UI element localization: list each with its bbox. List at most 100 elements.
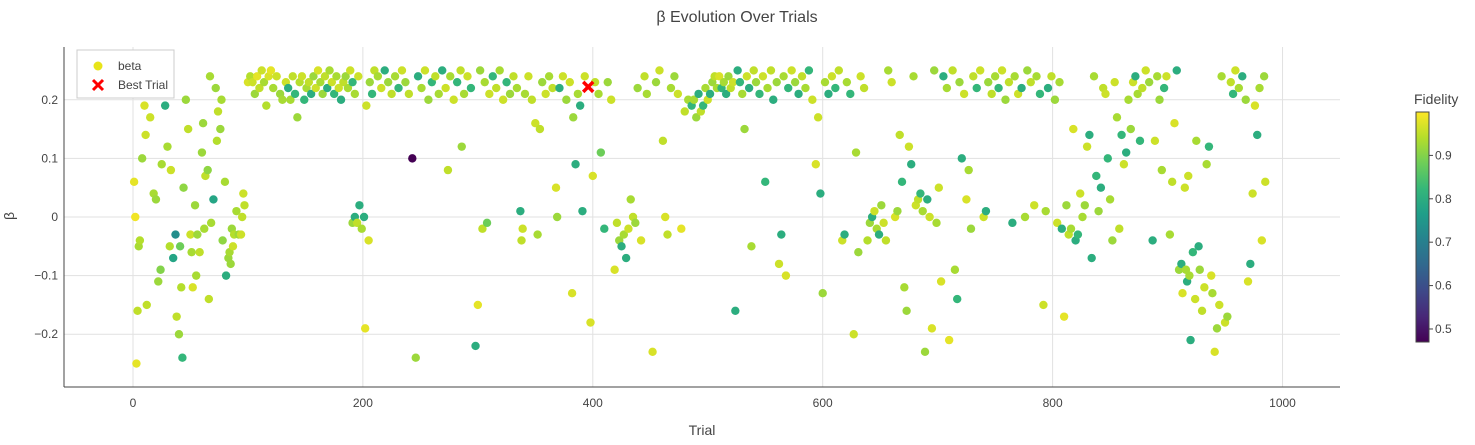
data-point: [895, 130, 904, 140]
data-point: [512, 83, 522, 93]
data-point: [863, 236, 872, 245]
data-point: [774, 259, 784, 269]
data-point: [594, 89, 603, 99]
data-point: [586, 318, 595, 327]
data-point: [226, 259, 235, 269]
data-point: [293, 113, 302, 122]
data-point: [1170, 119, 1179, 128]
data-point: [359, 212, 369, 222]
data-point: [390, 72, 400, 81]
data-point: [944, 335, 954, 345]
data-point: [588, 171, 597, 181]
data-point: [1023, 66, 1032, 75]
data-point: [953, 294, 962, 304]
data-point: [680, 107, 689, 116]
data-point: [1131, 72, 1140, 81]
data-point: [272, 72, 281, 81]
data-point: [217, 95, 226, 104]
data-point: [404, 89, 414, 99]
data-point: [1195, 265, 1204, 274]
data-point: [325, 66, 334, 75]
data-point: [808, 95, 817, 104]
data-point: [411, 353, 420, 362]
data-point: [904, 142, 914, 151]
data-point: [658, 136, 668, 145]
data-point: [178, 353, 187, 362]
data-point: [177, 283, 186, 292]
data-point: [213, 107, 223, 116]
data-point: [619, 230, 629, 239]
data-point: [877, 201, 886, 210]
x-tick-label: 200: [353, 396, 373, 410]
data-point: [854, 247, 863, 257]
data-point: [232, 206, 241, 216]
data-point: [1105, 195, 1115, 204]
data-point: [1121, 148, 1131, 157]
data-point: [811, 160, 821, 169]
data-point: [1162, 72, 1171, 81]
data-point: [169, 253, 178, 263]
data-point: [1119, 160, 1129, 169]
data-point: [1185, 271, 1194, 280]
data-point: [920, 347, 930, 357]
data-point: [200, 224, 209, 233]
data-point: [1110, 77, 1119, 87]
x-tick-label: 600: [813, 396, 833, 410]
data-point: [740, 124, 749, 134]
data-point: [631, 218, 640, 228]
data-point: [705, 89, 715, 99]
data-point: [216, 124, 225, 134]
data-point: [942, 83, 952, 93]
data-point: [1078, 212, 1087, 222]
data-point: [383, 77, 393, 87]
data-point: [916, 189, 925, 198]
data-point: [205, 72, 215, 81]
data-point: [248, 77, 257, 87]
data-point: [309, 72, 318, 81]
data-point: [548, 83, 557, 93]
data-point: [498, 95, 508, 104]
data-point: [1188, 247, 1198, 257]
data-point: [1167, 177, 1177, 187]
data-point: [1259, 72, 1269, 81]
data-point: [471, 341, 480, 351]
data-point: [751, 77, 761, 87]
data-point: [269, 83, 278, 93]
data-point: [541, 89, 550, 99]
data-point: [252, 72, 262, 81]
data-point: [257, 66, 266, 75]
data-point: [480, 77, 489, 87]
data-point: [981, 206, 991, 216]
colorbar-tick-label: 0.5: [1435, 322, 1452, 336]
data-point: [457, 142, 466, 151]
data-point: [193, 230, 202, 239]
data-points: [129, 66, 1270, 368]
legend-label-beta: beta: [118, 59, 142, 73]
data-point: [1202, 160, 1211, 169]
data-point: [1234, 83, 1244, 93]
data-point: [318, 89, 327, 99]
colorbar-tick-label: 0.8: [1435, 192, 1452, 206]
data-point: [642, 89, 652, 99]
data-point: [816, 189, 825, 198]
data-point: [761, 177, 770, 187]
data-point: [186, 230, 195, 239]
data-point: [538, 77, 547, 87]
data-point: [183, 124, 193, 134]
data-point: [1032, 72, 1041, 81]
data-point: [343, 83, 353, 93]
data-point: [397, 66, 407, 75]
data-point: [633, 83, 642, 93]
data-point: [918, 206, 927, 216]
data-point: [689, 95, 699, 104]
data-point: [520, 89, 530, 99]
data-point: [1135, 136, 1145, 145]
data-point: [1194, 242, 1203, 251]
data-point: [188, 283, 197, 292]
data-point: [1096, 183, 1106, 192]
data-point: [1223, 312, 1232, 321]
data-point: [818, 289, 827, 298]
data-point: [228, 242, 238, 251]
data-point: [434, 89, 443, 99]
data-point: [367, 89, 377, 99]
